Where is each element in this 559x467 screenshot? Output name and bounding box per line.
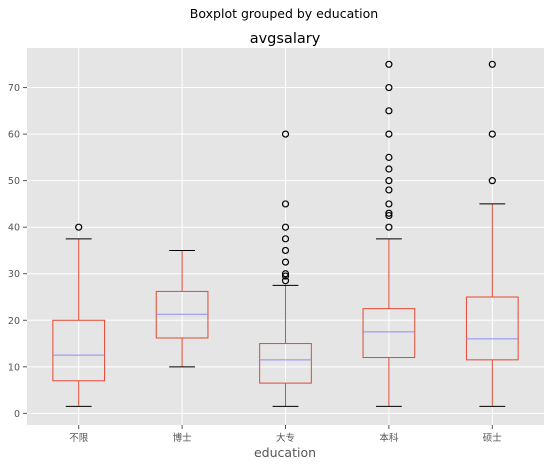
x-tick-label: 博士 — [173, 432, 193, 444]
flier-point — [488, 177, 496, 185]
y-tick-label: 40 — [8, 223, 20, 234]
flier-point — [488, 130, 496, 138]
flier-point — [385, 209, 393, 217]
y-tick-label: 50 — [8, 176, 20, 187]
flier-point — [281, 246, 290, 255]
flier-point — [385, 107, 393, 115]
x-tick-labels: 不限 博士 大专 本科 硕士 — [69, 425, 502, 444]
flier-point — [385, 200, 393, 208]
flier-point — [385, 83, 393, 92]
x-tick-label: 硕士 — [483, 432, 503, 444]
flier-point — [385, 223, 393, 231]
flier-point — [281, 200, 290, 208]
flier-point — [488, 60, 496, 68]
chart-suptitle: Boxplot grouped by education — [190, 6, 378, 21]
flier-point — [385, 153, 393, 161]
flier-point — [281, 235, 290, 243]
flier-point — [281, 272, 290, 280]
flier-point — [385, 60, 393, 68]
y-tick-label: 10 — [8, 362, 20, 373]
flier-point — [385, 177, 393, 185]
flier-point — [281, 258, 290, 266]
y-tick-label: 0 — [14, 409, 20, 420]
x-tick-label: 大专 — [276, 432, 295, 444]
y-tick-labels: 0 10 20 30 40 50 60 70 — [8, 83, 27, 420]
x-tick-label: 本科 — [379, 432, 399, 444]
flier-point — [281, 130, 290, 138]
chart-title: avgsalary — [250, 31, 321, 47]
x-axis-label: education — [254, 445, 316, 460]
flier-point — [281, 270, 290, 278]
box-group — [362, 60, 416, 407]
flier-point — [385, 186, 393, 194]
flier-point — [281, 277, 290, 285]
x-tick-label: 不限 — [69, 433, 89, 444]
box-group — [465, 60, 519, 407]
box-group — [155, 249, 209, 368]
box-group — [52, 223, 106, 407]
flier-point — [385, 165, 393, 173]
box-layer — [52, 60, 519, 407]
flier-point — [385, 211, 393, 220]
box-group — [259, 130, 312, 407]
y-tick-label: 60 — [8, 130, 20, 141]
flier-point — [281, 223, 290, 231]
y-tick-label: 30 — [8, 269, 20, 280]
flier-point — [385, 130, 393, 138]
flier-point — [75, 223, 83, 231]
y-tick-label: 20 — [8, 316, 20, 327]
y-tick-label: 70 — [8, 83, 20, 94]
